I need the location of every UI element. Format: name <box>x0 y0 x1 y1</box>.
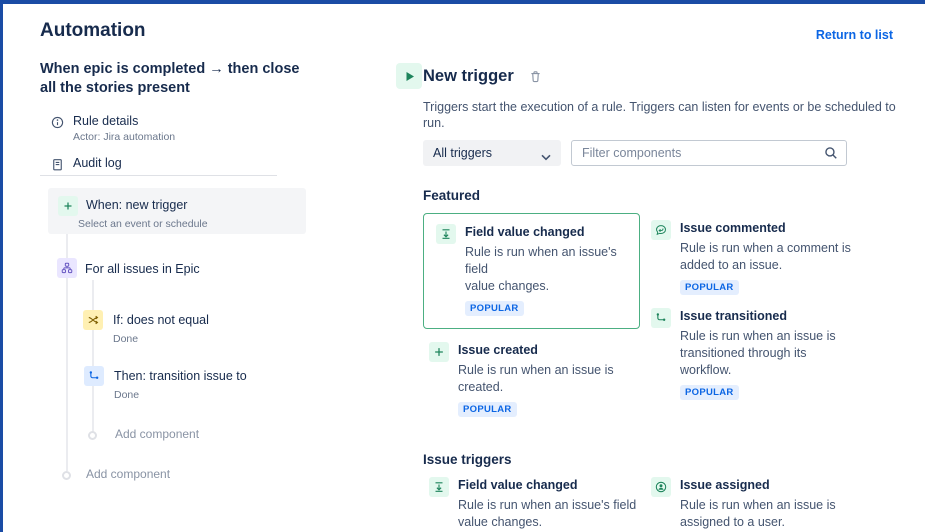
condition-shuffle-icon <box>83 310 103 330</box>
sidebar-nav: Rule details Actor: Jira automation Audi… <box>40 114 380 172</box>
popular-badge: POPULAR <box>680 280 739 295</box>
trigger-title: Issue commented <box>680 221 786 235</box>
trigger-title: Issue assigned <box>680 478 770 492</box>
tree-branch-label[interactable]: For all issues in Epic <box>85 262 200 276</box>
rule-tree: When: new trigger Select an event or sch… <box>40 186 360 532</box>
left-accent-bar <box>0 0 3 532</box>
trigger-description: Rule is run when an issue is created. <box>458 363 614 394</box>
field-value-changed-icon <box>436 224 456 244</box>
field-value-changed-icon <box>429 477 449 497</box>
trigger-description: Rule is run when an issue's field value … <box>458 498 637 529</box>
trigger-title: Field value changed <box>458 478 578 492</box>
comment-icon <box>651 220 671 240</box>
trigger-description: Rule is run when a comment is added to a… <box>680 241 851 272</box>
nav-item-label: Rule details <box>73 114 139 129</box>
top-accent-bar <box>0 0 925 4</box>
tree-condition-sub: Done <box>113 333 139 345</box>
trigger-card-field-value-changed[interactable]: Field value changed Rule is run when an i… <box>423 213 640 329</box>
add-trigger-icon <box>58 196 78 216</box>
add-node-circle-icon <box>88 431 97 440</box>
nav-item-label: Audit log <box>73 156 122 171</box>
trigger-type-dropdown[interactable]: All triggers <box>423 140 561 166</box>
search-icon <box>824 146 838 160</box>
trigger-title: Field value changed <box>465 225 585 239</box>
trigger-panel: New trigger Triggers start the execution… <box>396 60 909 532</box>
delete-trigger-icon[interactable] <box>528 69 543 84</box>
popular-badge: POPULAR <box>465 301 524 316</box>
trigger-play-icon <box>396 63 422 89</box>
section-heading: Featured <box>423 188 481 203</box>
info-icon <box>50 115 65 130</box>
tree-action-sub: Done <box>114 389 140 401</box>
add-component-button[interactable]: Add component <box>86 467 171 481</box>
popular-badge: POPULAR <box>458 402 517 417</box>
dropdown-value: All triggers <box>433 146 493 160</box>
transition-icon <box>84 366 104 386</box>
rule-sidebar: When epic is completed → then close all … <box>40 60 380 185</box>
tree-item-trigger[interactable] <box>48 188 306 234</box>
sidebar-item-audit-log[interactable]: Audit log <box>40 156 380 172</box>
add-component-button-nested[interactable]: Add component <box>115 427 200 441</box>
sidebar-item-rule-details[interactable]: Rule details Actor: Jira automation <box>40 114 380 143</box>
trigger-description: Rule is run when an issue is transitione… <box>680 329 836 377</box>
chevron-down-icon <box>541 150 551 160</box>
section-heading: Issue triggers <box>423 452 512 467</box>
person-icon <box>651 477 671 497</box>
rule-name: When epic is completed → then close all … <box>40 61 300 97</box>
panel-description: Triggers start the execution of a rule. … <box>423 100 896 130</box>
trigger-description: Rule is run when an issue's field value … <box>465 245 617 293</box>
branch-icon <box>57 258 77 278</box>
tree-connector-inner <box>92 280 94 432</box>
trigger-card-issue-commented[interactable]: Issue commented Rule is run when a commen… <box>645 220 907 295</box>
tree-action-label[interactable]: Then: transition issue to <box>114 369 247 383</box>
issue-triggers-section: Issue triggers Field value changed Rule i… <box>423 452 909 532</box>
tree-trigger-label: When: new trigger <box>86 198 188 212</box>
tree-condition-label[interactable]: If: does not equal <box>113 313 209 327</box>
plus-icon <box>429 342 449 362</box>
featured-section: Featured Field value changed Rule is run … <box>423 188 909 430</box>
popular-badge: POPULAR <box>680 385 739 400</box>
page-title: Automation <box>40 20 146 41</box>
trigger-card-issue-transitioned[interactable]: Issue transitioned Rule is run when an is… <box>645 308 907 400</box>
audit-log-icon <box>50 157 65 172</box>
filter-components-input[interactable] <box>571 140 847 166</box>
transition-icon <box>651 308 671 328</box>
trigger-title: Issue transitioned <box>680 309 787 323</box>
trigger-card-issue-created[interactable]: Issue created Rule is run when an issue i… <box>423 342 640 417</box>
nav-item-sub: Actor: Jira automation <box>73 131 176 144</box>
filter-controls: All triggers <box>423 140 909 166</box>
trigger-card-field-value-changed[interactable]: Field value changed Rule is run when an i… <box>423 477 640 531</box>
add-node-circle-icon <box>62 471 71 480</box>
return-to-list-link[interactable]: Return to list <box>815 28 893 42</box>
trigger-title: Issue created <box>458 343 538 357</box>
trigger-card-issue-assigned[interactable]: Issue assigned Rule is run when an issue … <box>645 477 907 531</box>
sidebar-divider <box>40 175 277 176</box>
trigger-description: Rule is run when an issue is assigned to… <box>680 498 836 529</box>
tree-connector-outer <box>66 216 68 471</box>
tree-trigger-sub: Select an event or schedule <box>78 218 208 230</box>
panel-title: New trigger <box>423 66 514 85</box>
